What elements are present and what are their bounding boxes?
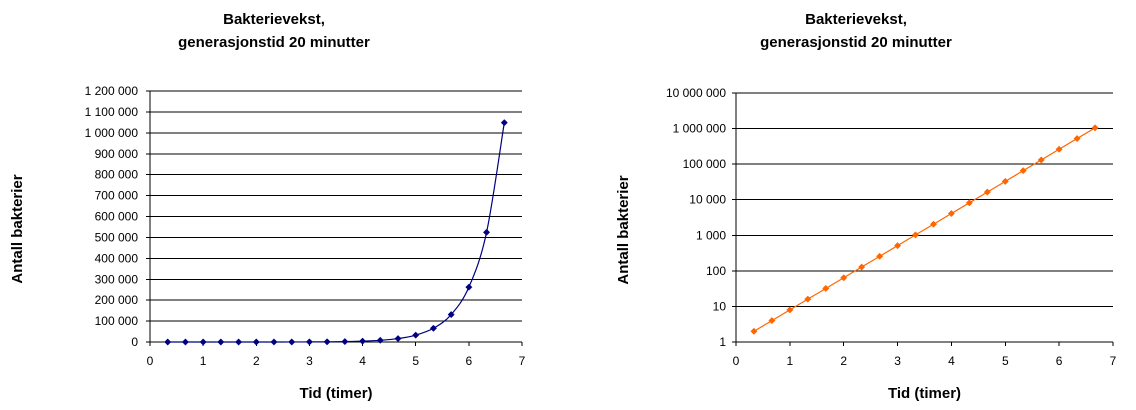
gridlines	[736, 92, 1113, 343]
y-tick-label-11: 1 100 000	[85, 105, 139, 119]
y-tick-label-9: 900 000	[95, 147, 139, 161]
data-point-13	[394, 335, 402, 343]
y-tick-label-0: 1	[719, 335, 726, 349]
data-point-8	[305, 338, 313, 346]
x-axis-title: Tid (timer)	[888, 385, 961, 402]
data-point-12	[965, 199, 973, 207]
y-tick-label-4: 10 000	[689, 193, 726, 207]
data-point-5	[840, 274, 848, 282]
data-point-3	[804, 295, 812, 303]
series-line	[167, 122, 505, 343]
data-point-10	[929, 220, 938, 228]
y-tick-label-12: 1 200 000	[85, 84, 139, 98]
y-tick-label-4: 400 000	[95, 251, 139, 265]
data-point-0	[750, 327, 758, 335]
y-tick-label-1: 100 000	[95, 314, 139, 328]
y-axis-title: Antall bakterier	[615, 175, 632, 284]
y-tick-label-8: 800 000	[95, 168, 139, 182]
data-point-2	[786, 306, 794, 314]
data-point-11	[947, 209, 955, 218]
data-point-19	[500, 119, 508, 127]
chart-title-line-1: Bakterievekst,	[223, 11, 325, 28]
chart-title-line-2: generasjonstid 20 minutter	[760, 34, 952, 51]
data-point-10	[341, 338, 349, 346]
x-tick-label-6: 6	[1056, 354, 1063, 368]
data-point-18	[1073, 134, 1081, 143]
data-point-14	[412, 331, 420, 339]
data-point-12	[376, 336, 384, 344]
y-tick-label-5: 100 000	[683, 157, 727, 171]
gridlines	[150, 90, 522, 343]
x-tick-label-3: 3	[894, 354, 901, 368]
y-axis-title: Antall bakterier	[9, 174, 26, 283]
chart-title-line-1: Bakterievekst,	[805, 11, 907, 28]
data-point-15	[429, 324, 437, 332]
x-tick-label-1: 1	[787, 354, 794, 368]
y-tick-label-7: 700 000	[95, 189, 139, 203]
x-tick-label-7: 7	[519, 354, 526, 368]
data-point-7	[876, 252, 884, 260]
data-point-0	[164, 338, 172, 346]
series-0	[164, 119, 508, 346]
data-point-17	[1055, 145, 1063, 153]
x-tick-label-4: 4	[359, 354, 366, 368]
x-tick-label-1: 1	[200, 354, 207, 368]
data-point-8	[894, 242, 902, 250]
x-tick-label-0: 0	[733, 354, 740, 368]
series-line	[753, 127, 1096, 332]
x-tick-label-2: 2	[840, 354, 847, 368]
x-tick-label-3: 3	[306, 354, 313, 368]
y-tick-label-2: 200 000	[95, 293, 139, 307]
data-point-13	[983, 188, 991, 196]
data-point-9	[911, 231, 920, 239]
data-point-16	[1037, 156, 1045, 164]
data-point-1	[768, 317, 776, 325]
y-tick-label-3: 300 000	[95, 272, 139, 286]
data-point-14	[1001, 177, 1009, 185]
data-point-6	[270, 338, 278, 346]
data-point-5	[252, 338, 260, 346]
chart-title-line-2: generasjonstid 20 minutter	[178, 34, 370, 51]
x-tick-label-0: 0	[147, 354, 154, 368]
log-growth-chart: Bakterievekst, generasjonstid 20 minutter…	[615, 11, 1117, 402]
data-point-11	[359, 337, 367, 345]
x-tick-label-2: 2	[253, 354, 260, 368]
linear-growth-chart: Bakterievekst, generasjonstid 20 minutter…	[9, 11, 526, 402]
data-point-9	[323, 338, 331, 346]
data-point-4	[822, 284, 830, 293]
x-tick-label-4: 4	[948, 354, 955, 368]
y-tick-label-6: 1 000 000	[673, 122, 727, 136]
data-point-2	[199, 338, 207, 346]
series-0	[750, 124, 1099, 335]
y-tick-label-7: 10 000 000	[666, 86, 726, 100]
data-point-3	[217, 338, 225, 346]
data-point-15	[1019, 167, 1027, 175]
data-point-1	[181, 338, 189, 346]
y-tick-label-10: 1 000 000	[85, 126, 139, 140]
x-tick-label-6: 6	[466, 354, 473, 368]
y-tick-label-3: 1 000	[696, 228, 726, 242]
data-point-18	[483, 228, 491, 236]
data-point-17	[465, 283, 473, 291]
data-point-4	[235, 338, 243, 346]
x-axis-title: Tid (timer)	[299, 385, 372, 402]
y-tick-label-5: 500 000	[95, 230, 139, 244]
y-tick-label-2: 100	[706, 264, 726, 278]
data-point-19	[1091, 124, 1099, 132]
x-tick-label-7: 7	[1110, 354, 1117, 368]
y-tick-label-6: 600 000	[95, 210, 139, 224]
data-point-6	[858, 263, 866, 271]
y-tick-label-0: 0	[131, 335, 138, 349]
data-point-16	[447, 311, 455, 319]
x-tick-label-5: 5	[412, 354, 419, 368]
y-tick-label-1: 10	[713, 299, 727, 313]
data-point-7	[288, 338, 296, 346]
x-tick-label-5: 5	[1002, 354, 1009, 368]
